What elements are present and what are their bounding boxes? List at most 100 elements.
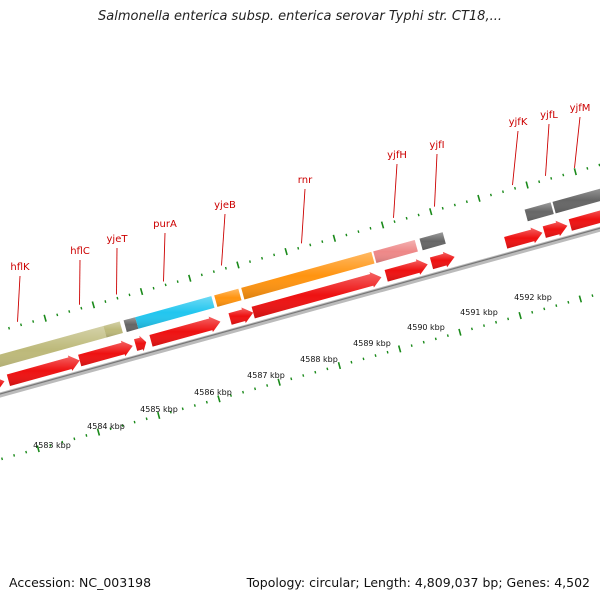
minor-tick	[273, 253, 276, 257]
scale-label-4: 4586 kbp	[194, 388, 232, 397]
minor-tick	[290, 377, 293, 381]
major-tick	[578, 295, 583, 303]
minor-tick	[405, 216, 408, 220]
accession-label: Accession: NC_003198	[9, 575, 152, 590]
scale-label-6: 4588 kbp	[300, 355, 338, 364]
minor-tick	[145, 417, 148, 421]
cds-yjeB-shade	[228, 307, 254, 325]
major-tick	[96, 428, 101, 436]
major-tick	[337, 361, 342, 370]
callout-line-rnr	[301, 188, 306, 244]
minor-tick	[350, 360, 353, 364]
major-tick	[236, 261, 240, 269]
gene-purA-shade	[135, 296, 215, 329]
gene-label-purA: purA	[153, 219, 177, 230]
gene-features	[0, 188, 600, 388]
major-tick	[380, 221, 385, 229]
major-tick	[397, 345, 402, 353]
minor-tick	[73, 437, 76, 441]
gene-label-hflC: hflC	[70, 246, 90, 257]
minor-tick	[386, 350, 389, 354]
gene-yjfL-shade	[524, 202, 554, 222]
minor-tick	[543, 307, 546, 311]
gene-label-hflK: hflK	[10, 262, 30, 273]
scale-label-5: 4587 kbp	[247, 371, 285, 380]
minor-tick	[205, 400, 208, 404]
gene-label-yjeT: yjeT	[107, 234, 129, 245]
minor-tick	[80, 306, 83, 310]
major-tick	[188, 274, 192, 282]
gene-yjeT-shade	[123, 317, 139, 332]
gene-rnr-shade	[241, 251, 375, 300]
cds-yjeT-shade	[134, 335, 147, 352]
minor-tick	[369, 226, 372, 230]
callout-line-yjfI	[434, 153, 438, 207]
minor-tick	[422, 340, 425, 344]
minor-tick	[441, 206, 444, 210]
minor-tick	[321, 240, 324, 243]
minor-tick	[591, 294, 594, 297]
minor-tick	[261, 256, 264, 260]
minor-tick	[314, 370, 317, 374]
minor-tick	[465, 200, 468, 204]
minor-tick	[181, 407, 184, 411]
minor-tick	[212, 270, 215, 273]
minor-tick	[152, 286, 155, 290]
minor-tick	[538, 180, 541, 184]
minor-tick	[20, 323, 23, 327]
cds-yjfM-shade	[568, 210, 600, 231]
scale-label-9: 4591 kbp	[460, 308, 498, 317]
minor-tick	[254, 387, 257, 391]
cds-yjfI-shade	[429, 251, 455, 270]
callout-line-yjfK	[512, 130, 519, 186]
cds-purA-shade	[149, 316, 221, 347]
minor-tick	[61, 440, 64, 444]
cds-yjfL-shade	[542, 220, 568, 238]
callout-line-yjfH	[393, 163, 398, 218]
minor-tick	[483, 324, 485, 327]
cds-yjfK-shade	[504, 227, 543, 249]
minor-tick	[121, 424, 124, 427]
gene-hflK-shade	[0, 326, 107, 367]
minor-tick	[1, 457, 4, 461]
minor-tick	[85, 434, 88, 437]
minor-tick	[514, 186, 517, 190]
minor-tick	[104, 300, 107, 303]
gene-label-rnr: rnr	[298, 175, 313, 186]
callout-line-purA	[163, 232, 166, 282]
minor-tick	[68, 310, 71, 313]
cds-yjfH-shade	[384, 259, 428, 282]
callout-line-yjfM	[574, 116, 581, 168]
gene-label-yjfM: yjfM	[570, 103, 591, 114]
minor-tick	[417, 213, 420, 217]
gene-label-yjfI: yjfI	[429, 140, 444, 151]
minor-tick	[326, 367, 329, 371]
major-tick	[139, 287, 144, 296]
major-tick	[43, 314, 47, 322]
minor-tick	[410, 344, 413, 347]
minor-tick	[345, 233, 348, 237]
minor-tick	[309, 243, 312, 247]
gene-label-yjfH: yjfH	[387, 150, 407, 161]
callout-line-yjfL	[545, 123, 550, 176]
gene-yjfI-shade	[419, 232, 446, 251]
scale-label-7: 4589 kbp	[353, 339, 391, 348]
backbone-edge	[0, 227, 600, 395]
minor-tick	[531, 310, 534, 314]
scale-label-3: 4585 kbp	[140, 405, 178, 414]
scale-label-2: 4584 kbp	[87, 422, 125, 431]
minor-tick	[32, 320, 35, 323]
minor-tick	[133, 420, 136, 424]
minor-tick	[164, 283, 167, 287]
major-tick	[525, 181, 529, 189]
minor-tick	[550, 177, 553, 180]
minor-tick	[362, 357, 365, 361]
minor-tick	[297, 246, 300, 250]
genome-summary: Topology: circular; Length: 4,809,037 bp…	[246, 575, 590, 590]
major-tick	[157, 411, 161, 420]
backbone-line	[0, 226, 600, 398]
minor-tick	[374, 354, 377, 357]
minor-tick	[193, 404, 196, 407]
major-tick	[518, 311, 522, 320]
